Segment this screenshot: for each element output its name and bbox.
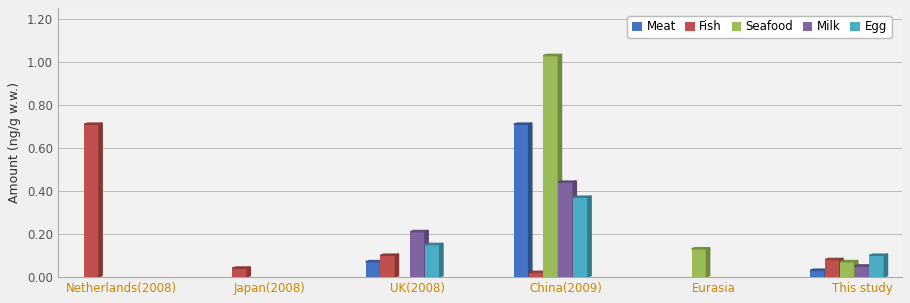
- Polygon shape: [84, 123, 102, 124]
- Polygon shape: [869, 254, 887, 255]
- Polygon shape: [425, 230, 429, 277]
- Polygon shape: [559, 54, 561, 277]
- Polygon shape: [366, 261, 384, 262]
- Polygon shape: [559, 181, 576, 182]
- Bar: [543, 55, 559, 277]
- Legend: Meat, Fish, Seafood, Milk, Egg: Meat, Fish, Seafood, Milk, Egg: [628, 15, 892, 38]
- Bar: [425, 245, 440, 277]
- Polygon shape: [99, 123, 102, 277]
- Bar: [84, 124, 99, 277]
- Bar: [825, 260, 840, 277]
- Polygon shape: [573, 181, 576, 277]
- Bar: [410, 232, 425, 277]
- Polygon shape: [854, 261, 858, 277]
- Bar: [854, 266, 869, 277]
- Polygon shape: [869, 265, 873, 277]
- Polygon shape: [380, 261, 384, 277]
- Polygon shape: [232, 267, 250, 268]
- Polygon shape: [692, 248, 710, 249]
- Polygon shape: [573, 196, 592, 197]
- Bar: [380, 255, 395, 277]
- Polygon shape: [543, 54, 561, 55]
- Polygon shape: [425, 243, 443, 245]
- Y-axis label: Amount (ng/g w.w.): Amount (ng/g w.w.): [8, 82, 21, 203]
- Polygon shape: [588, 196, 592, 277]
- Polygon shape: [840, 258, 843, 277]
- Bar: [529, 272, 543, 277]
- Polygon shape: [248, 267, 250, 277]
- Polygon shape: [529, 271, 547, 272]
- Bar: [514, 124, 529, 277]
- Polygon shape: [854, 265, 873, 266]
- Bar: [232, 268, 248, 277]
- Polygon shape: [380, 254, 399, 255]
- Bar: [869, 255, 885, 277]
- Polygon shape: [440, 243, 443, 277]
- Bar: [840, 262, 854, 277]
- Bar: [366, 262, 380, 277]
- Bar: [692, 249, 706, 277]
- Polygon shape: [395, 254, 399, 277]
- Polygon shape: [810, 269, 828, 270]
- Polygon shape: [825, 258, 843, 260]
- Polygon shape: [885, 254, 887, 277]
- Polygon shape: [514, 123, 532, 124]
- Polygon shape: [706, 248, 710, 277]
- Polygon shape: [825, 269, 828, 277]
- Bar: [573, 197, 588, 277]
- Polygon shape: [529, 123, 532, 277]
- Bar: [810, 270, 825, 277]
- Polygon shape: [840, 261, 858, 262]
- Polygon shape: [543, 271, 547, 277]
- Bar: [559, 182, 573, 277]
- Polygon shape: [410, 230, 429, 232]
